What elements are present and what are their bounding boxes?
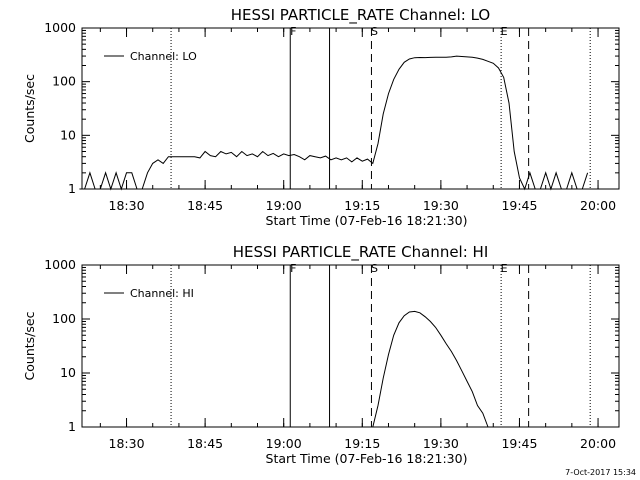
- x-tick-label: 20:00: [580, 198, 616, 213]
- x-tick-label: 18:45: [187, 436, 223, 451]
- plot-frame: [81, 264, 620, 428]
- x-tick-label: 20:00: [580, 436, 616, 451]
- chart-title: HESSI PARTICLE_RATE Channel: HI: [233, 243, 489, 262]
- y-tick-label: 10: [60, 127, 76, 142]
- series-line: [372, 310, 489, 428]
- x-tick-label: 19:30: [423, 198, 459, 213]
- plot-frame: [81, 27, 620, 190]
- x-tick-label: 19:00: [266, 198, 302, 213]
- y-tick-label: 100: [52, 74, 76, 89]
- x-axis-label: Start Time (07-Feb-16 18:21:30): [266, 213, 468, 228]
- y-tick-label: 100: [52, 311, 76, 326]
- event-marker-label: E: [501, 25, 508, 38]
- event-marker-label: E: [501, 262, 508, 275]
- x-tick-label: 19:30: [423, 436, 459, 451]
- x-tick-label: 19:15: [344, 436, 380, 451]
- x-axis-label: Start Time (07-Feb-16 18:21:30): [266, 451, 468, 466]
- y-tick-label: 1: [68, 181, 76, 196]
- footer-timestamp: 7-Oct-2017 15:34: [565, 468, 636, 477]
- event-marker-label: F: [290, 262, 296, 275]
- event-marker-label: F: [290, 25, 296, 38]
- event-marker-label: S: [371, 25, 378, 38]
- x-tick-label: 19:15: [344, 198, 380, 213]
- x-tick-label: 18:45: [187, 198, 223, 213]
- legend-label: Channel: LO: [130, 50, 197, 63]
- x-tick-label: 18:30: [109, 436, 145, 451]
- y-tick-label: 10: [60, 365, 76, 380]
- chart-title: HESSI PARTICLE_RATE Channel: LO: [231, 6, 490, 25]
- y-tick-label: 1000: [44, 20, 76, 35]
- event-marker-label: S: [371, 262, 378, 275]
- y-tick-label: 1000: [44, 257, 76, 272]
- x-tick-label: 18:30: [109, 198, 145, 213]
- y-axis-label: Counts/sec: [22, 74, 37, 143]
- y-axis-label: Counts/sec: [22, 311, 37, 380]
- x-tick-label: 19:45: [501, 436, 537, 451]
- x-tick-label: 19:45: [501, 198, 537, 213]
- series-line: [79, 55, 589, 191]
- y-tick-label: 1: [68, 419, 76, 434]
- x-tick-label: 19:00: [266, 436, 302, 451]
- legend-label: Channel: HI: [130, 287, 194, 300]
